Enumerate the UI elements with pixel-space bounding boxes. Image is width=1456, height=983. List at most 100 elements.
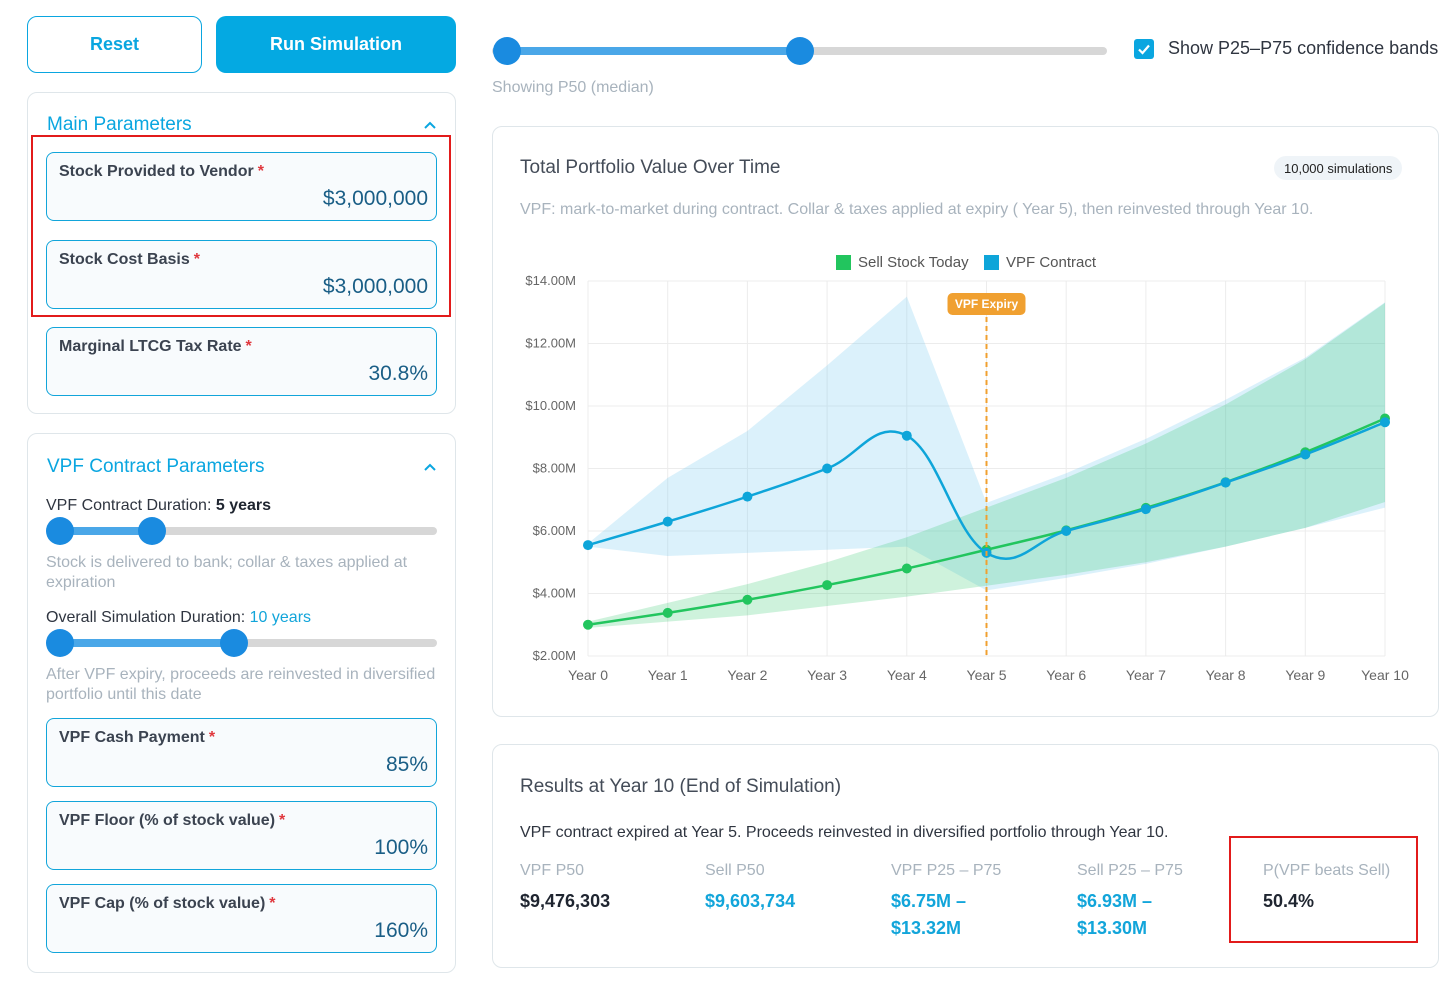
- vpf-duration-help: Stock is delivered to bank; collar & tax…: [46, 554, 408, 591]
- metric-value: $6.93M – $13.30M: [1077, 891, 1153, 938]
- metric-vpf-p25-p75: VPF P25 – P75 $6.75M – $13.32M: [891, 862, 1001, 942]
- metric-sell-p50: Sell P50 $9,603,734: [705, 862, 885, 915]
- vpf-data-point: [1061, 526, 1072, 536]
- vpf-expiry-label: VPF Expiry: [955, 297, 1019, 311]
- highlight-box: [1229, 836, 1418, 943]
- chevron-up-icon[interactable]: [424, 461, 436, 473]
- metric-value: $6.75M – $13.32M: [891, 891, 967, 938]
- metric-vpf-p50: VPF P50 $9,476,303: [520, 862, 700, 915]
- vpf-confidence-band: [588, 296, 1385, 591]
- metric-value: 50.4%: [1263, 891, 1315, 911]
- simulation-duration-slider[interactable]: [45, 627, 437, 657]
- x-tick-label: Year 0: [568, 667, 608, 683]
- vpf-data-point: [742, 491, 753, 502]
- y-tick-label: $4.00M: [533, 586, 576, 601]
- vpf-data-point: [1140, 504, 1151, 515]
- confidence-bands-label[interactable]: Show P25–P75 confidence bands: [1168, 38, 1439, 58]
- sell-data-point: [901, 563, 912, 574]
- field-value[interactable]: 30.8%: [368, 362, 428, 385]
- showing-percentile-text: Showing P50 (median): [492, 79, 654, 96]
- slider-handle-max[interactable]: [785, 37, 814, 65]
- metric-sell-p25-p75: Sell P25 – P75 $6.93M – $13.30M: [1077, 862, 1187, 942]
- sell-data-point: [583, 619, 593, 630]
- confidence-bands-checkbox[interactable]: [1134, 39, 1154, 59]
- y-tick-label: $12.00M: [525, 336, 576, 351]
- legend-swatch-vpf: [984, 255, 999, 270]
- legend-label-sell: Sell Stock Today: [858, 254, 969, 271]
- vpf-duration-slider[interactable]: [45, 515, 437, 545]
- vpf-parameters-panel: VPF Contract Parameters: [27, 433, 456, 973]
- slider-handle-max[interactable]: [219, 629, 248, 657]
- field-label: VPF Cash Payment *: [59, 729, 216, 746]
- y-tick-label: $14.00M: [525, 273, 576, 288]
- stock-provided-field[interactable]: Stock Provided to Vendor * $3,000,000: [46, 152, 437, 221]
- sell-data-point: [822, 580, 833, 591]
- stock-cost-basis-field[interactable]: Stock Cost Basis * $3,000,000: [46, 240, 437, 309]
- vpf-parameters-header[interactable]: VPF Contract Parameters: [47, 456, 436, 478]
- legend-label-vpf: VPF Contract: [1006, 254, 1097, 271]
- y-tick-label: $8.00M: [533, 461, 576, 476]
- slider-handle-min[interactable]: [45, 629, 74, 657]
- slider-track[interactable]: [46, 527, 437, 535]
- chart-title: Total Portfolio Value Over Time: [520, 157, 781, 178]
- slider-fill: [507, 47, 800, 55]
- portfolio-chart: $2.00M $4.00M $6.00M $8.00M $10.00M $12.00M $1…: [525, 254, 1409, 683]
- simulation-duration-label: Overall Simulation Duration: 10 years: [46, 609, 312, 626]
- x-tick-label: Year 2: [727, 667, 767, 683]
- results-title: Results at Year 10 (End of Simulation): [520, 776, 842, 797]
- chart-subtitle: VPF: mark-to-market during contract. Col…: [520, 201, 1314, 218]
- x-tick-label: Year 9: [1285, 667, 1325, 683]
- x-tick-label: Year 4: [887, 667, 927, 683]
- field-value[interactable]: $3,000,000: [322, 187, 428, 210]
- slider-handle-min[interactable]: [493, 37, 522, 65]
- field-value[interactable]: 100%: [374, 836, 428, 859]
- field-label: VPF Floor (% of stock value) *: [59, 812, 286, 829]
- ltcg-tax-rate-field[interactable]: Marginal LTCG Tax Rate * 30.8%: [46, 327, 437, 396]
- metric-label: VPF P25 – P75: [891, 862, 1002, 879]
- vpf-data-point: [1220, 477, 1231, 488]
- field-value[interactable]: 85%: [385, 753, 428, 776]
- vpf-data-point: [822, 463, 833, 474]
- percentile-slider[interactable]: [492, 37, 1107, 67]
- x-tick-label: Year 5: [967, 667, 1007, 683]
- chevron-up-icon[interactable]: [424, 119, 436, 131]
- field-label: VPF Cap (% of stock value) *: [59, 895, 276, 912]
- slider-handle-min[interactable]: [45, 517, 74, 545]
- results-card: [492, 744, 1439, 968]
- vpf-data-point: [662, 516, 673, 527]
- field-value[interactable]: 160%: [374, 919, 428, 942]
- main-parameters-header[interactable]: Main Parameters: [47, 114, 436, 136]
- vpf-cash-payment-field[interactable]: VPF Cash Payment * 85%: [46, 718, 437, 787]
- simulation-duration-help: After VPF expiry, proceeds are reinveste…: [46, 666, 436, 703]
- metric-label: Sell P25 – P75: [1077, 862, 1183, 879]
- reset-button[interactable]: Reset: [27, 16, 202, 73]
- run-simulation-button[interactable]: Run Simulation: [216, 16, 456, 73]
- x-tick-label: Year 7: [1126, 667, 1166, 683]
- field-value[interactable]: $3,000,000: [322, 275, 428, 298]
- sell-data-point: [662, 607, 673, 618]
- metric-label: P(VPF beats Sell): [1263, 862, 1391, 879]
- check-icon: [1138, 44, 1150, 55]
- vpf-duration-label: VPF Contract Duration: 5 years: [46, 497, 272, 514]
- simulations-badge: 10,000 simulations: [1274, 156, 1403, 180]
- x-tick-label: Year 6: [1046, 667, 1086, 683]
- vpf-data-point: [901, 430, 912, 441]
- x-tick-label: Year 3: [807, 667, 847, 683]
- x-tick-label: Year 8: [1206, 667, 1246, 683]
- field-label: Stock Provided to Vendor *: [59, 163, 264, 180]
- vpf-expiry-badge: [947, 293, 1026, 315]
- vpf-cap-field[interactable]: VPF Cap (% of stock value) * 160%: [46, 884, 437, 953]
- vpf-data-point: [1300, 449, 1311, 460]
- highlight-box: [31, 135, 451, 317]
- metric-value: $9,603,734: [705, 891, 796, 911]
- vpf-data-point: [1380, 417, 1390, 428]
- slider-handle-max[interactable]: [137, 517, 166, 545]
- main-parameters-title: Main Parameters: [47, 114, 192, 135]
- metric-prob-vpf-beats-sell: P(VPF beats Sell) 50.4%: [1263, 862, 1443, 915]
- vpf-parameters-title: VPF Contract Parameters: [47, 456, 265, 477]
- x-tick-label: Year 1: [648, 667, 688, 683]
- slider-fill: [59, 639, 234, 647]
- vpf-floor-field[interactable]: VPF Floor (% of stock value) * 100%: [46, 801, 437, 870]
- legend-swatch-sell: [836, 255, 851, 270]
- chart-card: [492, 126, 1439, 717]
